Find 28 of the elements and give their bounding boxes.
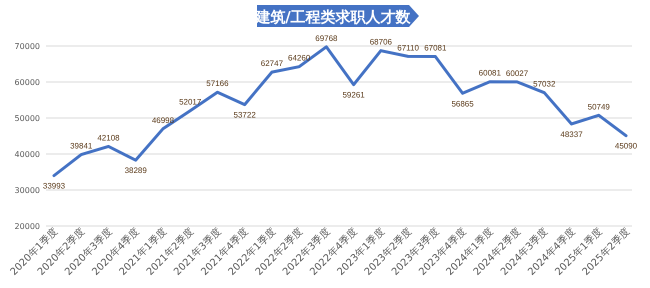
- data-label: 57166: [206, 79, 230, 88]
- data-label: 67110: [397, 43, 420, 52]
- y-tick-label: 50000: [14, 114, 40, 123]
- data-label: 60081: [478, 68, 502, 78]
- data-label: 59261: [342, 90, 366, 100]
- data-label: 39841: [70, 142, 93, 151]
- data-label: 68706: [370, 38, 393, 47]
- y-tick-label: 70000: [14, 42, 40, 51]
- data-label: 38289: [124, 166, 148, 176]
- data-label: 50749: [588, 102, 610, 112]
- data-label: 46998: [152, 116, 175, 125]
- data-label: 64260: [288, 54, 311, 63]
- data-label: 62747: [260, 59, 284, 68]
- y-tick-label: 40000: [14, 150, 40, 159]
- data-label: 42108: [97, 133, 120, 142]
- data-label: 57032: [533, 80, 556, 89]
- data-label: 45090: [614, 142, 638, 151]
- data-label: 52017: [179, 98, 202, 107]
- data-label: 33993: [42, 182, 66, 191]
- y-tick-label: 60000: [14, 78, 40, 87]
- data-label: 48337: [560, 130, 584, 139]
- data-label: 67081: [424, 44, 448, 53]
- data-label: 60027: [506, 68, 529, 78]
- data-label: 56865: [451, 99, 474, 108]
- y-tick-label: 20000: [14, 222, 40, 231]
- data-label: 69768: [315, 34, 338, 43]
- data-label: 53722: [234, 110, 256, 120]
- y-tick-label: 30000: [14, 186, 40, 195]
